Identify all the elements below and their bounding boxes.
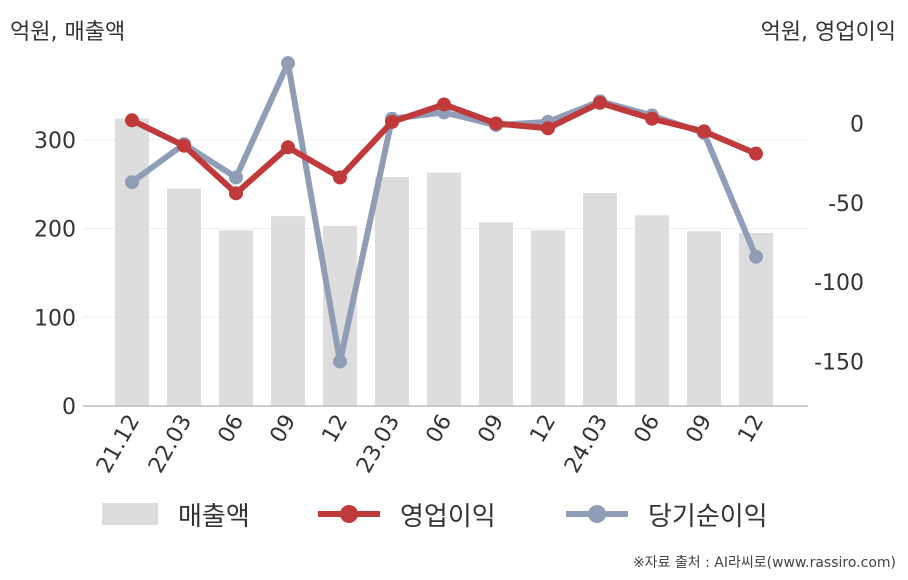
x-axis-tick-label: 09 — [266, 411, 302, 448]
legend-swatch-operating — [318, 504, 380, 524]
right-axis-tick-label: 0 — [850, 112, 864, 137]
legend-label-net: 당기순이익 — [648, 501, 768, 532]
operating-point — [385, 114, 399, 129]
revenue-bar — [167, 188, 201, 406]
legend-swatch-revenue — [102, 503, 158, 525]
operating-point — [645, 111, 659, 126]
revenue-bar — [115, 118, 149, 407]
revenue-bars — [115, 118, 773, 407]
right-axis-tick-label: -50 — [828, 192, 864, 217]
revenue-bar — [583, 193, 617, 406]
right-axis-unit-label: 억원, 영업이익 — [760, 20, 896, 45]
x-axis-tick-label: 12 — [734, 411, 770, 448]
net-point — [125, 175, 139, 190]
operating-point — [229, 186, 243, 201]
x-axis-tick-label: 09 — [682, 411, 718, 448]
net-point — [749, 249, 763, 264]
right-axis-tick-label: -100 — [814, 271, 864, 296]
operating-point — [281, 140, 295, 155]
revenue-bar — [531, 230, 565, 406]
legend-swatch-net — [566, 504, 628, 524]
x-axis-tick-label: 06 — [214, 411, 250, 448]
x-axis-tick-label: 21.12 — [92, 411, 145, 478]
operating-point — [333, 170, 347, 185]
x-axis-tick-label: 24.03 — [560, 411, 613, 478]
revenue-bar — [687, 231, 721, 406]
x-axis-tick-label: 09 — [474, 411, 510, 448]
legend-label-revenue: 매출액 — [178, 501, 250, 532]
operating-point — [489, 116, 503, 131]
left-axis-tick-label: 200 — [34, 218, 76, 243]
source-credit: ※자료 출처 : AI라씨로(www.rassiro.com) — [632, 555, 896, 571]
operating-point — [749, 146, 763, 161]
operating-point — [541, 121, 555, 136]
profit-lines — [125, 56, 763, 369]
left-axis-unit-label: 억원, 매출액 — [10, 20, 126, 45]
operating-point — [125, 113, 139, 128]
operating-point — [437, 97, 451, 112]
x-axis-tick-label: 06 — [422, 411, 458, 448]
left-axis-tick-label: 300 — [34, 129, 76, 154]
revenue-bar — [375, 177, 409, 406]
chart-legend: 매출액 영업이익 당기순이익 — [0, 492, 908, 536]
operating-point — [697, 124, 711, 139]
legend-label-operating: 영업이익 — [400, 501, 496, 532]
x-axis-tick-label: 23.03 — [352, 411, 405, 478]
net-point — [229, 170, 243, 185]
x-axis-tick-label: 06 — [630, 411, 666, 448]
legend-item-operating: 영업이익 — [318, 492, 496, 536]
legend-item-net: 당기순이익 — [566, 492, 768, 536]
x-axis-tick-label: 12 — [526, 411, 562, 448]
operating-point — [177, 138, 191, 153]
net-point — [281, 56, 295, 71]
operating-point — [593, 95, 607, 110]
x-axis-tick-label: 12 — [318, 411, 354, 448]
revenue-bar — [271, 216, 305, 406]
revenue-bar — [635, 215, 669, 406]
revenue-bar — [479, 222, 513, 406]
left-axis-tick-label: 100 — [34, 306, 76, 331]
revenue-bar — [219, 230, 253, 406]
x-axis-tick-label: 22.03 — [144, 411, 197, 478]
right-axis-tick-label: -150 — [814, 351, 864, 376]
revenue-bar — [427, 172, 461, 406]
net-point — [333, 354, 347, 369]
legend-item-revenue: 매출액 — [102, 492, 250, 536]
left-axis-tick-label: 0 — [62, 395, 76, 420]
